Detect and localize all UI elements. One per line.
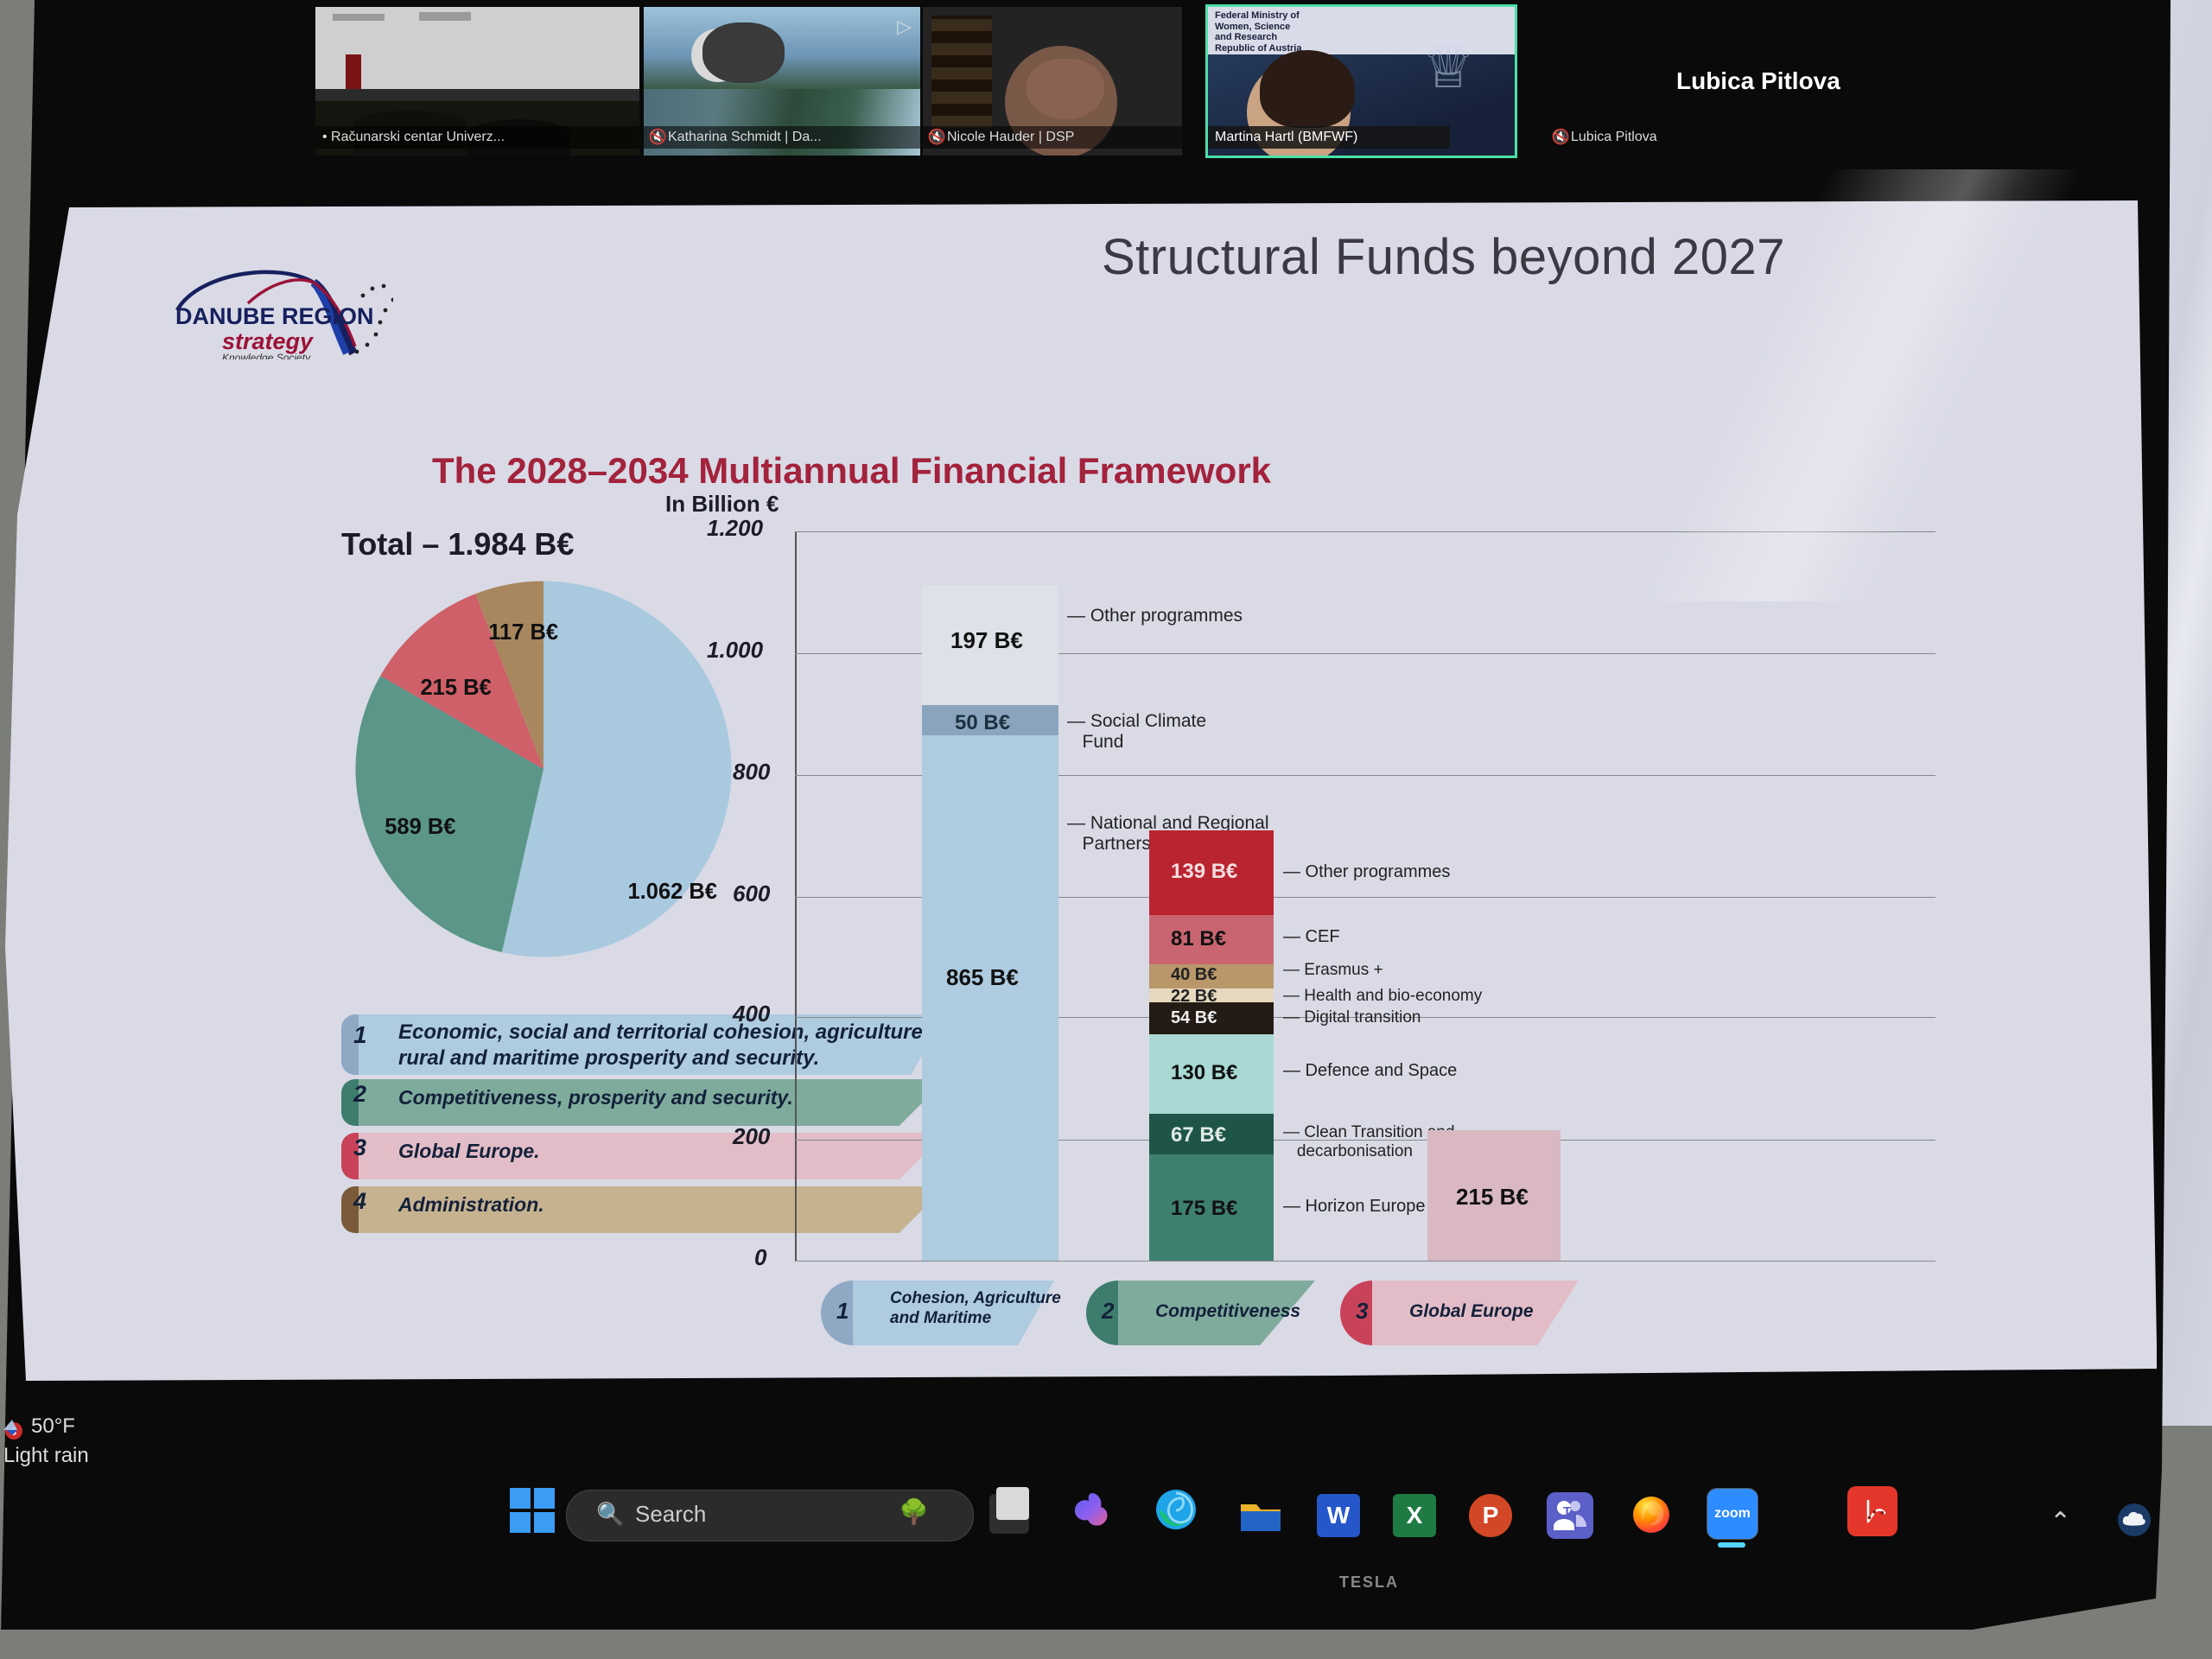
- svg-text:T: T: [1563, 1504, 1571, 1519]
